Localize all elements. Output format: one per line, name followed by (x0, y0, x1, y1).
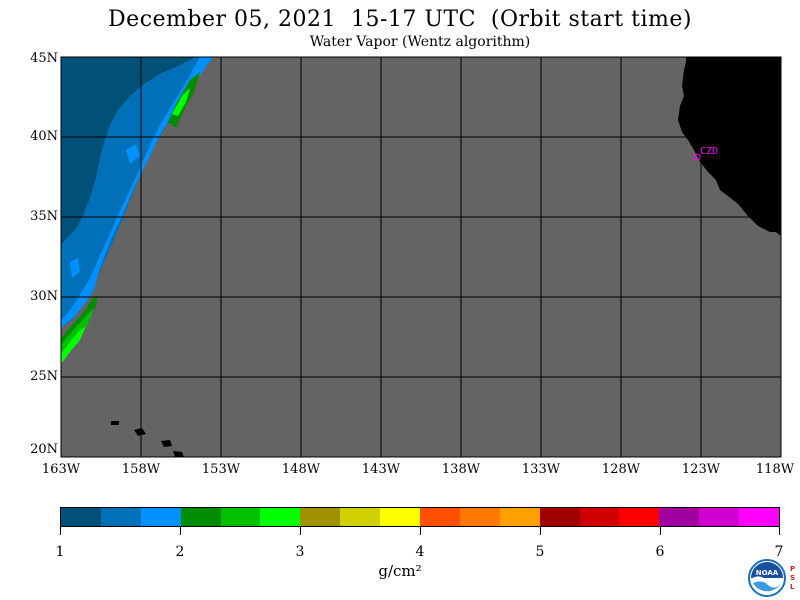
map-title: December 05, 2021 15-17 UTC (Orbit start… (108, 7, 692, 32)
colorbar-swatch (579, 508, 620, 526)
colorbar-swatch (459, 508, 500, 526)
land-hawaiian-islands (111, 421, 184, 457)
lat-label: 45N (30, 51, 58, 66)
colorbar-label: 1 (55, 544, 65, 560)
noaa-logo: NOAA (748, 559, 786, 597)
colorbar-swatch (659, 508, 700, 526)
colorbar-swatch (539, 508, 580, 526)
lon-label: 158W (121, 462, 161, 477)
colorbar-tick (660, 527, 661, 535)
colorbar-swatch (300, 508, 341, 526)
lat-label: 40N (30, 129, 58, 144)
noaa-logo-text: NOAA (756, 569, 779, 577)
vapor-region-bright-blue (61, 57, 213, 330)
vapor-region-light-green (61, 326, 86, 364)
lon-label: 118W (755, 462, 795, 477)
map-subtitle: Water Vapor (Wentz algorithm) (309, 34, 531, 50)
colorbar-tick (60, 527, 61, 535)
lon-label: 123W (681, 462, 721, 477)
vapor-region-bright-blue-patch (126, 144, 140, 164)
lon-label: 153W (201, 462, 241, 477)
colorbar-label: 4 (415, 544, 425, 560)
lat-label: 25N (30, 369, 58, 384)
colorbar-swatch (499, 508, 540, 526)
colorbar-swatch (260, 508, 301, 526)
land-north-america (678, 57, 781, 236)
colorbar-swatch (180, 508, 221, 526)
colorbar-swatch (420, 508, 460, 526)
colorbar-swatch (220, 508, 261, 526)
colorbar-label: 7 (774, 544, 784, 560)
vapor-region-light-green-2 (172, 88, 190, 116)
map-grid (61, 57, 781, 457)
colorbar-tick (300, 527, 301, 535)
lon-label: 148W (281, 462, 321, 477)
vapor-region-dark-blue (61, 57, 196, 245)
colorbar-swatch (61, 508, 101, 526)
colorbar-label: 5 (535, 544, 545, 560)
colorbar (60, 507, 780, 527)
colorbar-label: 6 (655, 544, 665, 560)
vapor-region-bright-blue-patch-2 (70, 258, 80, 278)
colorbar-swatch (340, 508, 381, 526)
colorbar-tick (540, 527, 541, 535)
lon-label: 133W (521, 462, 561, 477)
colorbar-swatch (739, 508, 780, 526)
lat-label: 20N (30, 442, 58, 457)
station-label: CZD (700, 146, 719, 157)
lat-label: 30N (30, 289, 58, 304)
lon-label: 163W (41, 462, 81, 477)
colorbar-swatch (380, 508, 421, 526)
lon-label: 128W (601, 462, 641, 477)
colorbar-tick (779, 527, 780, 535)
station-marker (693, 153, 701, 161)
lon-label: 143W (361, 462, 401, 477)
colorbar-swatch (140, 508, 181, 526)
colorbar-swatch (699, 508, 740, 526)
map-background (61, 57, 781, 457)
colorbar-tick (180, 527, 181, 535)
colorbar-tick (420, 527, 421, 535)
colorbar-swatch (100, 508, 141, 526)
lon-label: 138W (441, 462, 481, 477)
colorbar-label: 2 (175, 544, 185, 560)
colorbar-swatch (619, 508, 660, 526)
colorbar-unit: g/cm² (378, 562, 422, 580)
map-frame (60, 56, 782, 458)
colorbar-label: 3 (295, 544, 305, 560)
lat-label: 35N (30, 209, 58, 224)
